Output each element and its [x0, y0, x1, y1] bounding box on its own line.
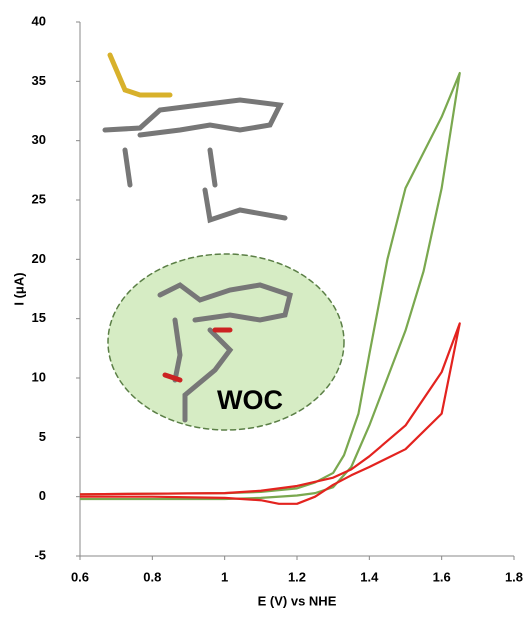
y-tick-label: 0 — [39, 488, 46, 503]
y-tick-label: 5 — [39, 429, 46, 444]
molecule — [105, 100, 280, 135]
x-tick-label: 1.2 — [288, 569, 306, 584]
illustration — [105, 55, 344, 430]
x-tick-label: 1.8 — [505, 569, 523, 584]
x-tick-label: 0.8 — [143, 569, 161, 584]
x-tick-label: 1.6 — [433, 569, 451, 584]
y-axis-label: I (μA) — [11, 272, 26, 305]
y-tick-label: 20 — [32, 251, 46, 266]
y-tick-label: 10 — [32, 369, 46, 384]
y-tick-label: -5 — [34, 547, 46, 562]
y-tick-label: 15 — [32, 310, 46, 325]
y-tick-label: 25 — [32, 191, 46, 206]
page: {"chart_data": {"type": "line", "x_label… — [0, 0, 525, 614]
molecule — [125, 150, 285, 220]
y-tick-label: 30 — [32, 132, 46, 147]
chart: I (μA) E (V) vs NHE WOC -5 0 5 10 15 20 25 30 35… — [0, 0, 525, 614]
molecule — [110, 55, 170, 95]
x-axis-label: E (V) vs NHE — [258, 593, 337, 608]
x-tick-label: 0.6 — [71, 569, 89, 584]
y-tick-label: 40 — [32, 13, 46, 28]
x-tick-label: 1 — [221, 569, 228, 584]
y-tick-label: 35 — [32, 73, 46, 88]
annotation: WOC — [217, 385, 283, 415]
x-tick-label: 1.4 — [360, 569, 379, 584]
